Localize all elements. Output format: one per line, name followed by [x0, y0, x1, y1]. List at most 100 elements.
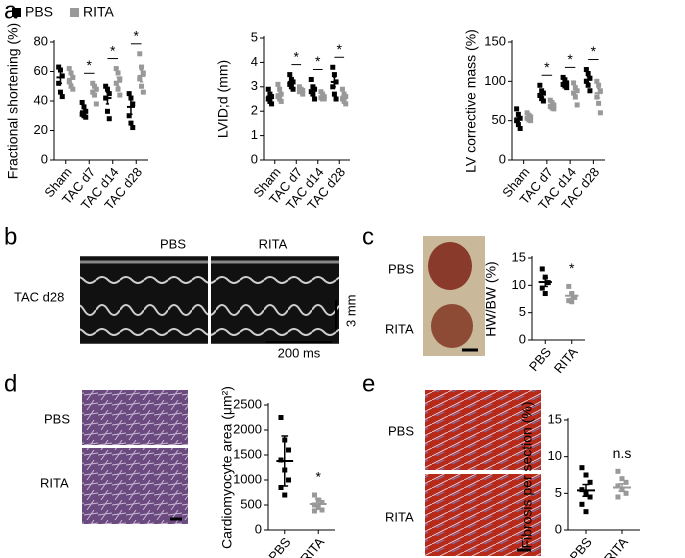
data-point — [115, 70, 121, 76]
annotation: * — [591, 43, 597, 59]
data-point — [312, 86, 318, 92]
data-point — [66, 79, 72, 85]
data-point — [128, 95, 134, 101]
annotation: * — [134, 28, 140, 44]
label: RITA — [259, 236, 288, 251]
data-point — [583, 509, 589, 515]
data-point — [515, 111, 521, 117]
data-point — [278, 485, 284, 490]
data-point — [528, 118, 534, 124]
data-point — [68, 83, 74, 89]
panel-letter: c — [362, 223, 374, 250]
data-point — [269, 101, 275, 107]
annotation: * — [110, 42, 116, 58]
y-tick-label: 80 — [34, 33, 48, 48]
y-tick-label: 2000 — [233, 421, 262, 436]
data-point — [587, 88, 593, 94]
y-tick-label: 5 — [555, 485, 562, 500]
y-tick-label: 150 — [484, 33, 506, 48]
label: 200 ms — [278, 345, 321, 360]
y-axis-label: Cardiomyocyte area (μm²) — [219, 386, 235, 549]
data-point — [106, 116, 112, 122]
data-point — [126, 113, 132, 119]
data-point — [572, 294, 578, 300]
data-point — [615, 468, 621, 474]
echo-image — [80, 256, 208, 344]
data-point — [57, 67, 63, 73]
y-tick-label: 0 — [499, 151, 506, 166]
data-point — [572, 85, 578, 91]
data-point — [290, 86, 296, 92]
y-axis-label: LVID;d (mm) — [215, 60, 231, 138]
data-point — [277, 86, 283, 92]
label: PBS — [160, 236, 186, 251]
y-tick-label: 2500 — [233, 396, 262, 411]
histology-image — [82, 390, 188, 445]
label: 3 mm — [343, 295, 358, 328]
data-point — [594, 78, 600, 84]
data-point — [615, 483, 621, 489]
y-tick-label: 5 — [519, 304, 526, 319]
y-tick-label: 40 — [34, 92, 48, 107]
data-point — [619, 476, 625, 482]
annotation: * — [544, 59, 550, 75]
data-point — [90, 80, 96, 86]
data-point — [585, 82, 591, 88]
data-point — [140, 89, 146, 95]
label: RITA — [40, 475, 69, 490]
y-tick-label: 15 — [512, 249, 526, 264]
data-point — [130, 101, 136, 107]
data-point — [572, 94, 578, 100]
data-point — [514, 106, 520, 112]
data-point — [117, 92, 123, 98]
data-point — [566, 283, 572, 289]
panel-letter: e — [362, 370, 375, 397]
data-point — [93, 86, 99, 92]
data-point — [140, 70, 146, 76]
annotation: * — [316, 469, 322, 485]
panel-letter: b — [4, 223, 17, 250]
y-tick-label: 10 — [548, 448, 562, 463]
data-point — [81, 104, 87, 110]
data-point — [587, 479, 593, 485]
data-point — [286, 447, 292, 453]
data-point — [623, 479, 629, 485]
y-tick-label: 0 — [519, 331, 526, 346]
x-tick-label: RITA — [297, 534, 327, 558]
data-point — [56, 64, 62, 70]
heart — [428, 242, 472, 290]
y-axis-label: LV corrective mass (%) — [463, 29, 479, 173]
label: PBS — [388, 423, 414, 438]
data-point — [275, 81, 281, 87]
data-point — [117, 76, 123, 82]
data-point — [597, 110, 603, 116]
data-point — [59, 73, 65, 79]
y-tick-label: 2 — [251, 103, 258, 118]
y-tick-label: 1 — [251, 127, 258, 142]
annotation: * — [294, 48, 300, 64]
data-point — [551, 106, 557, 112]
annotation: * — [87, 57, 93, 73]
data-point — [286, 477, 292, 483]
data-point — [68, 70, 74, 76]
y-tick-label: 5 — [251, 29, 258, 44]
data-point — [103, 83, 109, 89]
y-tick-label: 0 — [255, 521, 262, 536]
echo-image — [211, 256, 339, 344]
data-point — [331, 72, 337, 78]
annotation: * — [337, 41, 343, 57]
data-point — [130, 125, 136, 131]
data-point — [562, 77, 568, 83]
data-point — [139, 83, 145, 89]
panel-letter: a — [4, 0, 18, 24]
data-point — [564, 85, 570, 91]
y-tick-label: 100 — [484, 73, 506, 88]
annotation: * — [569, 260, 575, 276]
data-point — [66, 66, 72, 72]
data-point — [278, 98, 284, 104]
data-point — [343, 101, 349, 107]
data-point — [623, 490, 629, 496]
panel-letter: d — [4, 370, 17, 397]
